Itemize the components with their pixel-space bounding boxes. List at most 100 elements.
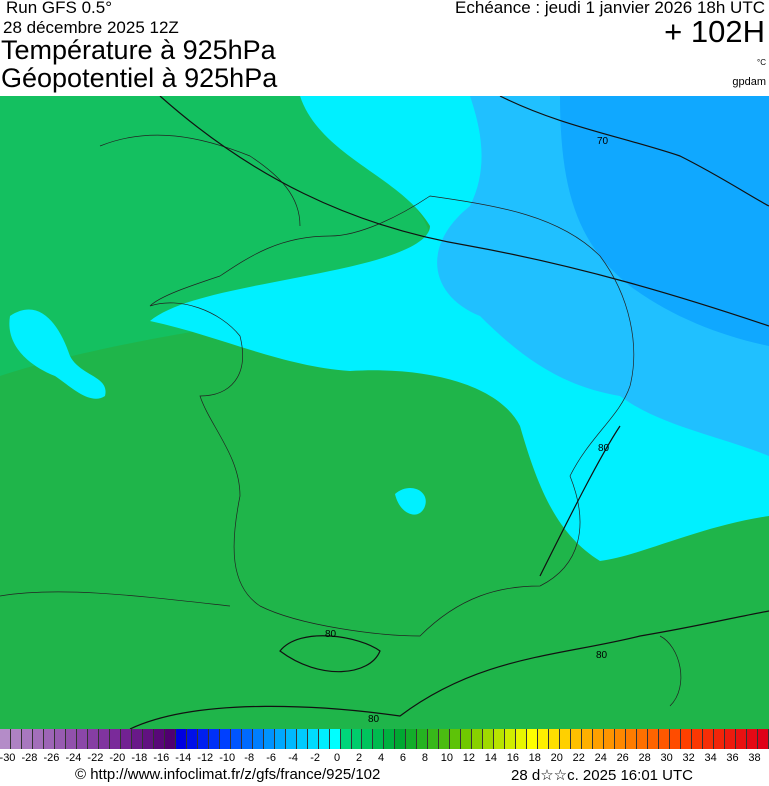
colorbar-cell (43, 729, 55, 749)
colorbar-tick-label: -28 (21, 752, 38, 764)
colorbar-cell (0, 729, 11, 749)
colorbar-tick-label: 22 (572, 752, 585, 764)
colorbar-tick-label: -30 (0, 752, 16, 764)
colorbar-tick-label: 4 (377, 752, 385, 764)
colorbar-cell (637, 729, 649, 749)
colorbar-cell (428, 729, 440, 749)
colorbar-tick-label: -2 (310, 752, 320, 764)
generation-time: 28 d☆☆c. 2025 16:01 UTC (511, 767, 693, 784)
colorbar-cell (571, 729, 583, 749)
colorbar-tick-label: 8 (421, 752, 428, 764)
colorbar-cell (692, 729, 703, 749)
colorbar-tick-label: 6 (399, 752, 407, 764)
colorbar-tick-label: 2 (355, 752, 363, 764)
colorbar-cell (560, 729, 572, 749)
colorbar-cell (164, 729, 176, 749)
run-label: Run GFS 0.5° (6, 0, 113, 17)
colorbar-cell (197, 729, 209, 749)
colorbar-tick-label: 34 (704, 752, 717, 764)
colorbar-cell (604, 729, 616, 749)
colorbar-tick-label: 14 (484, 752, 497, 764)
geopotential-contours (129, 96, 769, 729)
unit-geopotential: gpdam (732, 76, 766, 88)
colorbar-cell (175, 729, 187, 749)
colorbar-cell (417, 729, 429, 749)
colorbar-cell (153, 729, 165, 749)
colorbar-tick-label: 12 (462, 752, 476, 764)
title-geopotential: Géopotentiel à 925hPa (1, 63, 278, 93)
colorbar-tick-label: 24 (594, 752, 607, 764)
colorbar-cell (461, 729, 473, 749)
colorbar-cell (527, 729, 539, 749)
colorbar-cell (724, 729, 736, 749)
colorbar-cell (241, 729, 253, 749)
colorbar-cell (230, 729, 242, 749)
contour-label: 80 (368, 714, 380, 725)
colorbar-cell (681, 729, 693, 749)
colorbar-cell (307, 729, 319, 749)
colorbar-cell (615, 729, 627, 749)
colorbar-cell (549, 729, 561, 749)
colorbar-cell (406, 729, 418, 749)
cold-patch-centre (395, 487, 426, 515)
colorbar-cell (263, 729, 275, 749)
colorbar-cell (450, 729, 462, 749)
colorbar-tick-label: 18 (528, 752, 541, 764)
colorbar-tick-label: -16 (153, 752, 170, 764)
colorbar-cell (65, 729, 77, 749)
colorbar-cell (318, 729, 330, 749)
colorbar-cell (659, 729, 671, 749)
colorbar-cell (746, 729, 758, 749)
colorbar-tick-label: 16 (506, 752, 519, 764)
colorbar-cell (186, 729, 198, 749)
colorbar-tick-label: -18 (131, 752, 148, 764)
colorbar-cell (21, 729, 33, 749)
colorbar-cell (362, 729, 374, 749)
colorbar-tick-label: -6 (266, 752, 277, 764)
colorbar-tick-label: -24 (65, 752, 82, 764)
colorbar-tick-label: -8 (244, 752, 255, 764)
colorbar-tick-label: -14 (175, 752, 192, 764)
contour-label: 80 (325, 629, 337, 640)
colorbar-cell (109, 729, 121, 749)
contour-labels: 70 80 80 80 80 (325, 136, 610, 725)
colorbar-cell (472, 729, 484, 749)
contour-label: 80 (598, 443, 610, 454)
lead-time: + 102H (664, 14, 765, 49)
colorbar-cell (208, 729, 220, 749)
colorbar-tick-label: 30 (660, 752, 673, 764)
run-date: 28 décembre 2025 12Z (3, 18, 179, 37)
colorbar-cell (329, 729, 341, 749)
colorbar-cell (735, 729, 747, 749)
colorbar-cell (351, 729, 363, 749)
colorbar-cell (648, 729, 660, 749)
colorbar-cell (516, 729, 528, 749)
mid-field (0, 96, 430, 376)
colorbar-tick-label: -22 (87, 752, 104, 764)
colorbar-cell (131, 729, 143, 749)
colorbar-cell (439, 729, 451, 749)
title-temperature: Température à 925hPa (1, 35, 276, 65)
colorbar-tick-label: 26 (616, 752, 629, 764)
colorbar-cell (593, 729, 605, 749)
colorbar-cell (76, 729, 88, 749)
colorbar-tick-label: -20 (109, 752, 126, 764)
colorbar-cell (274, 729, 286, 749)
colorbar-cell (757, 729, 769, 749)
colorbar-cell (296, 729, 308, 749)
source-url[interactable]: © http://www.infoclimat.fr/z/gfs/france/… (75, 766, 381, 783)
colorbar-tick-label: 38 (748, 752, 761, 764)
colorbar-tick-label: 28 (638, 752, 651, 764)
colorbar-cell (483, 729, 495, 749)
weather-map: 70 80 80 80 80 (0, 96, 769, 729)
coastlines-borders (0, 134, 682, 707)
colorbar-tick-label: -26 (43, 752, 60, 764)
colorbar-tick-label: 0 (334, 752, 341, 764)
colorbar-cell (54, 729, 66, 749)
colorbar-cell (505, 729, 517, 749)
cold-patch-brittany (9, 309, 106, 399)
coldest-field (560, 96, 769, 346)
colorbar-tick-label: 32 (682, 752, 695, 764)
temperature-colorbar (0, 729, 769, 749)
colorbar-cell (582, 729, 594, 749)
